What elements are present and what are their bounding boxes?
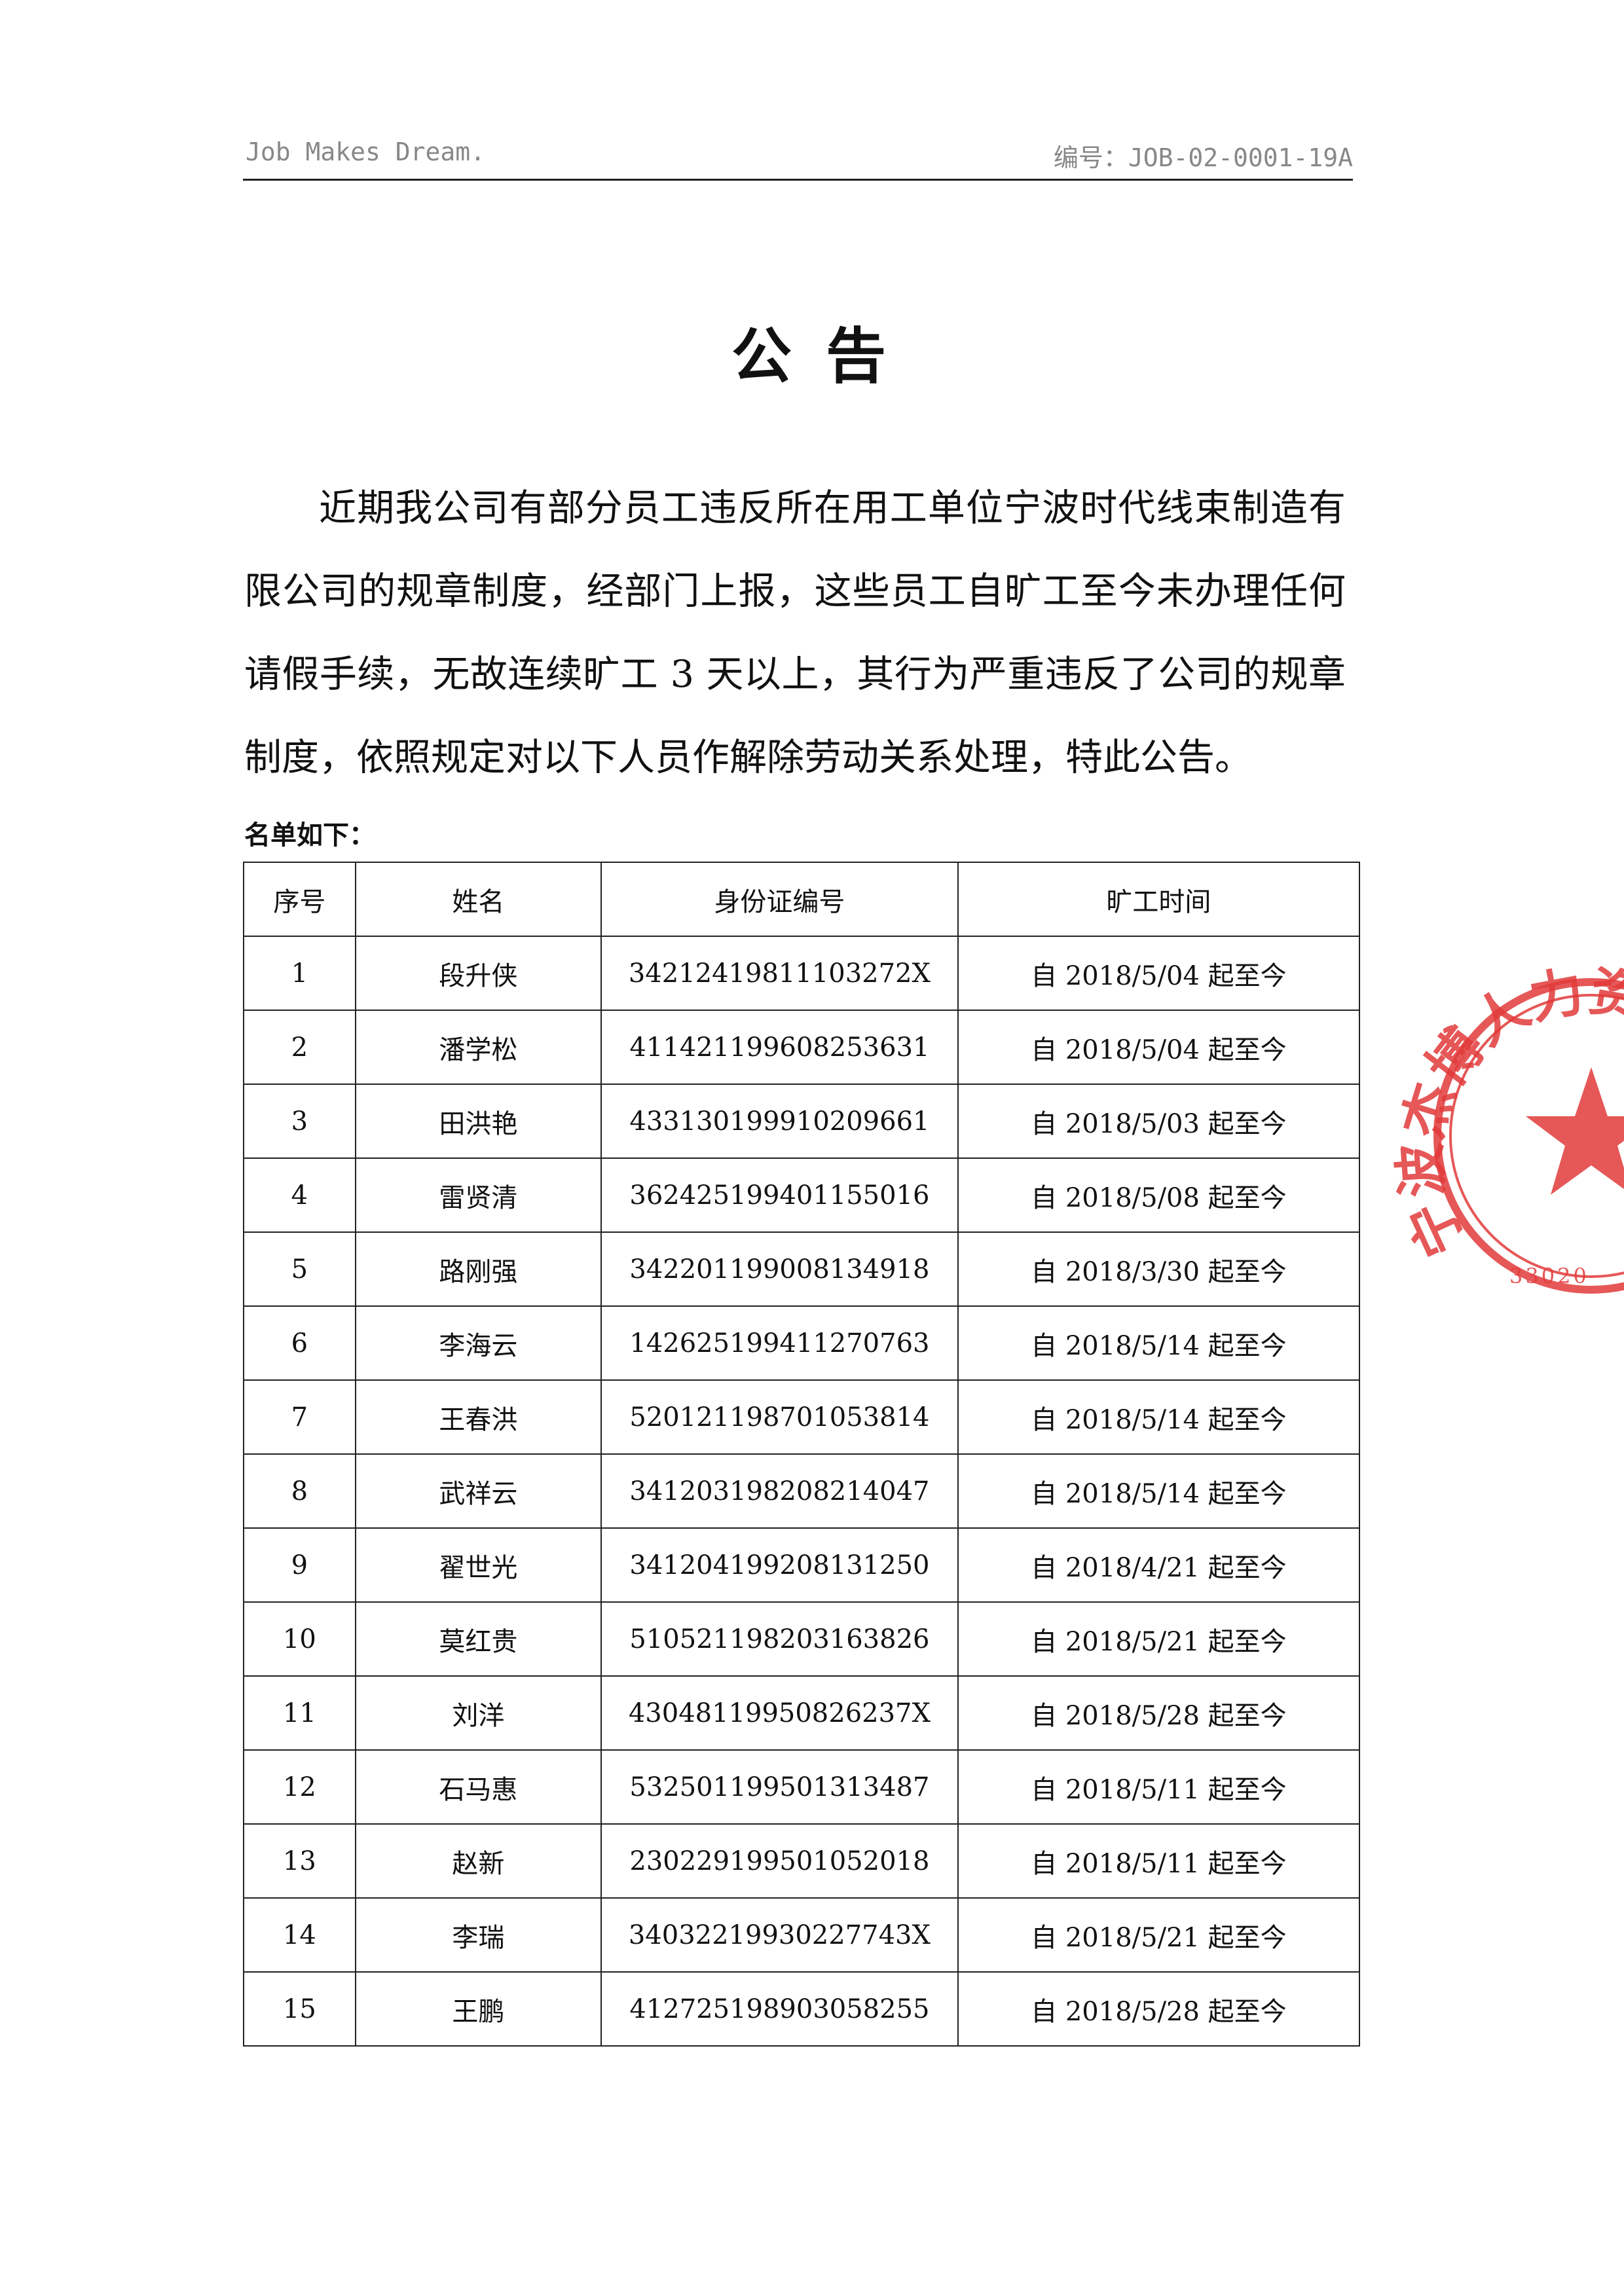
table-cell: 自 2018/5/28 起至今 — [957, 1971, 1361, 2047]
table-cell: 刘洋 — [354, 1675, 602, 1751]
table-cell: 11 — [243, 1675, 356, 1751]
table-cell: 石马惠 — [354, 1749, 602, 1825]
table-cell: 自 2018/3/30 起至今 — [957, 1231, 1361, 1307]
table-cell: 412725198903058255 — [600, 1971, 959, 2047]
table-cell: 7 — [243, 1379, 356, 1455]
table-cell: 自 2018/5/14 起至今 — [957, 1379, 1361, 1455]
header-cell: 旷工时间 — [957, 862, 1361, 937]
table-cell: 510521198203163826 — [600, 1601, 959, 1677]
name-table: 序号 姓名 身份证编号 旷工时间 1 段升侠 34212419811103272X 自 201… — [243, 862, 1361, 2047]
table-cell: 15 — [243, 1971, 356, 2047]
table-cell: 341204199208131250 — [600, 1527, 959, 1603]
table-cell: 142625199411270763 — [600, 1305, 959, 1381]
table-row: 9 翟世光 341204199208131250 自 2018/4/21 起至今 — [243, 1527, 1361, 1603]
table-cell: 自 2018/5/04 起至今 — [957, 936, 1361, 1011]
table-cell: 田洪艳 — [354, 1084, 602, 1159]
table-cell: 10 — [243, 1601, 356, 1677]
table-cell: 赵新 — [354, 1823, 602, 1899]
table-row: 2 潘学松 411421199608253631 自 2018/5/04 起至今 — [243, 1010, 1361, 1085]
table-cell: 自 2018/5/21 起至今 — [957, 1601, 1361, 1677]
table-cell: 李瑞 — [354, 1897, 602, 1973]
table-cell: 自 2018/5/28 起至今 — [957, 1675, 1361, 1751]
table-cell: 翟世光 — [354, 1527, 602, 1603]
table-cell: 230229199501052018 — [600, 1823, 959, 1899]
table-cell: 6 — [243, 1305, 356, 1381]
table-cell: 自 2018/5/21 起至今 — [957, 1897, 1361, 1973]
table-cell: 8 — [243, 1453, 356, 1529]
table-cell: 3 — [243, 1084, 356, 1159]
table-cell: 520121198701053814 — [600, 1379, 959, 1455]
table-row: 5 路刚强 342201199008134918 自 2018/3/30 起至今 — [243, 1231, 1361, 1307]
table-cell: 4 — [243, 1157, 356, 1233]
table-cell: 433130199910209661 — [600, 1084, 959, 1159]
header-left: Job Makes Dream. — [246, 137, 486, 166]
table-cell: 自 2018/4/21 起至今 — [957, 1527, 1361, 1603]
table-row: 1 段升侠 34212419811103272X 自 2018/5/04 起至今 — [243, 936, 1361, 1011]
header-cell: 序号 — [243, 862, 356, 937]
table-cell: 雷贤清 — [354, 1157, 602, 1233]
header-cell: 姓名 — [354, 862, 602, 937]
table-row: 13 赵新 230229199501052018 自 2018/5/11 起至今 — [243, 1823, 1361, 1899]
header-row: 序号 姓名 身份证编号 旷工时间 — [243, 862, 1361, 937]
table-cell: 362425199401155016 — [600, 1157, 959, 1233]
stamp-code: 33020 — [1509, 1264, 1589, 1288]
table-row: 12 石马惠 532501199501313487 自 2018/5/11 起至今 — [243, 1749, 1361, 1825]
table-cell: 341203198208214047 — [600, 1453, 959, 1529]
header-cell: 身份证编号 — [600, 862, 959, 937]
table-row: 7 王春洪 520121198701053814 自 2018/5/14 起至今 — [243, 1379, 1361, 1455]
table-cell: 43048119950826237X — [600, 1675, 959, 1751]
list-label: 名单如下： — [244, 820, 375, 850]
table-row: 3 田洪艳 433130199910209661 自 2018/5/03 起至今 — [243, 1084, 1361, 1159]
table-row: 4 雷贤清 362425199401155016 自 2018/5/08 起至今 — [243, 1157, 1361, 1233]
stamp-inner-ring — [1449, 994, 1624, 1278]
body-text: 近期我公司有部分员工违反所在用工单位宁波时代线束制造有限公司的规章制度，经部门上… — [244, 486, 1346, 779]
table-cell: 342201199008134918 — [600, 1231, 959, 1307]
table-cell: 自 2018/5/03 起至今 — [957, 1084, 1361, 1159]
table-cell: 王鹏 — [354, 1971, 602, 2047]
table-cell: 13 — [243, 1823, 356, 1899]
table-row: 10 莫红贵 510521198203163826 自 2018/5/21 起至今 — [243, 1601, 1361, 1677]
table-row: 6 李海云 142625199411270763 自 2018/5/14 起至今 — [243, 1305, 1361, 1381]
table-cell: 1 — [243, 936, 356, 1011]
table-cell: 2 — [243, 1010, 356, 1085]
table-cell: 9 — [243, 1527, 356, 1603]
table-row: 11 刘洋 43048119950826237X 自 2018/5/28 起至今 — [243, 1675, 1361, 1751]
table-cell: 自 2018/5/14 起至今 — [957, 1453, 1361, 1529]
table-cell: 34212419811103272X — [600, 936, 959, 1011]
table-cell: 武祥云 — [354, 1453, 602, 1529]
table-cell: 14 — [243, 1897, 356, 1973]
table-row: 15 王鹏 412725198903058255 自 2018/5/28 起至今 — [243, 1971, 1361, 2047]
table-cell: 自 2018/5/04 起至今 — [957, 1010, 1361, 1085]
title: 公 告 — [731, 321, 893, 392]
table-cell: 自 2018/5/08 起至今 — [957, 1157, 1361, 1233]
table-cell: 王春洪 — [354, 1379, 602, 1455]
table-cell: 532501199501313487 — [600, 1749, 959, 1825]
table-row: 14 李瑞 34032219930227743X 自 2018/5/21 起至今 — [243, 1897, 1361, 1973]
table-cell: 12 — [243, 1749, 356, 1825]
table-cell: 自 2018/5/11 起至今 — [957, 1823, 1361, 1899]
table-cell: 5 — [243, 1231, 356, 1307]
stamp-text-path: 宁波杰博人力资 — [1389, 959, 1624, 1266]
table-cell: 路刚强 — [354, 1231, 602, 1307]
table-cell: 李海云 — [354, 1305, 602, 1381]
table-cell: 莫红贵 — [354, 1601, 602, 1677]
table-cell: 自 2018/5/14 起至今 — [957, 1305, 1361, 1381]
table-cell: 段升侠 — [354, 936, 602, 1011]
table-cell: 34032219930227743X — [600, 1897, 959, 1973]
stamp-text: 宁波杰博人力资 — [1389, 959, 1624, 1266]
table-cell: 自 2018/5/11 起至今 — [957, 1749, 1361, 1825]
table-row: 8 武祥云 341203198208214047 自 2018/5/14 起至今 — [243, 1453, 1361, 1529]
table-cell: 潘学松 — [354, 1010, 602, 1085]
header-rule — [243, 179, 1353, 181]
header-code: 编号：JOB-02-0001-19A — [1053, 143, 1353, 172]
stamp-ring — [1433, 978, 1624, 1294]
stamp-star — [1526, 1067, 1624, 1195]
table-cell: 411421199608253631 — [600, 1010, 959, 1085]
